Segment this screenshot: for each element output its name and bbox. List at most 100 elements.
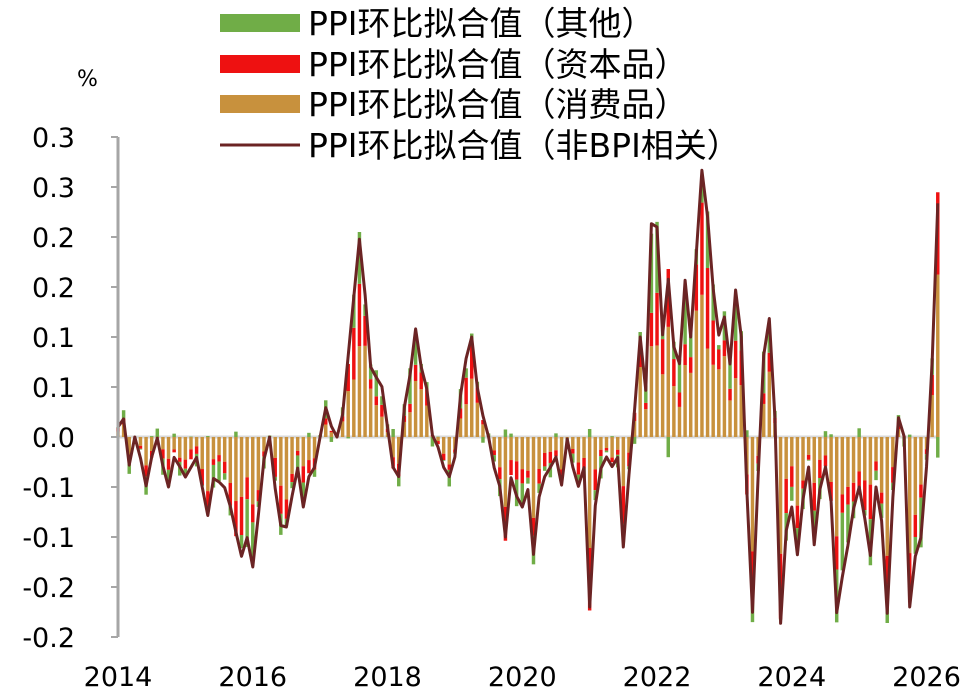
bar-other	[307, 432, 311, 437]
bar-capital	[234, 501, 238, 537]
bar-capital	[200, 469, 204, 486]
bar-consumer	[733, 378, 738, 437]
bar-other	[610, 436, 614, 437]
bar-capital	[183, 459, 188, 469]
bar-consumer	[767, 371, 772, 437]
bar-capital	[885, 555, 889, 585]
y-tick-label: -0.1	[22, 473, 75, 504]
bar-consumer	[891, 437, 895, 468]
legend-swatch-capital	[220, 55, 300, 73]
bar-other	[644, 385, 648, 403]
bar-consumer	[823, 437, 828, 456]
bar-capital	[211, 459, 216, 465]
bar-other	[840, 512, 845, 571]
bar-consumer	[352, 379, 356, 437]
bar-capital	[829, 481, 833, 501]
bar-other	[711, 284, 715, 321]
bar-capital	[408, 403, 412, 413]
bar-consumer	[778, 437, 783, 554]
bar-consumer	[464, 404, 468, 437]
bar-capital	[582, 457, 586, 469]
bar-consumer	[537, 437, 541, 470]
bar-other	[728, 359, 732, 389]
bar-consumer	[784, 437, 788, 479]
bar-capital	[688, 357, 693, 373]
bar-series	[116, 180, 940, 623]
bar-capital	[178, 457, 182, 462]
bar-other	[217, 461, 221, 481]
bar-capital	[638, 347, 642, 368]
bar-consumer	[509, 437, 513, 461]
bar-consumer	[329, 432, 334, 437]
y-tick-label: 0.2	[32, 273, 75, 304]
bar-consumer	[571, 437, 575, 450]
bar-other	[806, 459, 811, 461]
bar-other	[211, 464, 216, 488]
bar-capital	[790, 466, 794, 487]
bar-consumer	[818, 437, 822, 460]
bar-capital	[761, 393, 766, 404]
bar-consumer	[211, 437, 216, 460]
bar-other	[576, 474, 581, 481]
bar-consumer	[615, 437, 620, 450]
bar-consumer	[627, 437, 631, 453]
bar-other	[554, 433, 558, 437]
bar-consumer	[907, 437, 912, 554]
bar-other	[649, 233, 654, 313]
bar-consumer	[357, 346, 362, 437]
bar-capital	[161, 449, 165, 459]
bar-capital	[436, 441, 440, 445]
bar-other	[290, 482, 294, 489]
bar-consumer	[750, 437, 755, 552]
x-tick-label: 2026	[892, 662, 961, 693]
bar-capital	[554, 450, 558, 457]
bar-consumer	[408, 412, 412, 437]
y-tick-label: 0.1	[32, 373, 75, 404]
bar-consumer	[520, 437, 525, 470]
bar-capital	[728, 388, 732, 401]
bar-consumer	[262, 437, 266, 452]
bar-consumer	[492, 437, 496, 451]
bar-consumer	[655, 345, 659, 437]
bar-capital	[251, 504, 255, 523]
line-series	[116, 168, 940, 625]
y-tick-label: 0.2	[32, 223, 75, 254]
bar-capital	[329, 430, 334, 433]
axes	[111, 136, 120, 638]
bar-capital	[363, 315, 367, 346]
bar-capital	[599, 449, 603, 457]
bar-other	[666, 437, 670, 458]
bar-consumer	[380, 416, 384, 437]
bar-consumer	[587, 437, 592, 548]
bar-consumer	[531, 437, 536, 518]
bar-consumer	[189, 437, 193, 450]
y-tick-label: 0.1	[32, 323, 75, 354]
bar-consumer	[458, 418, 463, 437]
bar-capital	[851, 482, 856, 502]
bar-consumer	[543, 437, 547, 453]
bar-consumer	[346, 391, 350, 437]
bar-capital	[621, 486, 626, 524]
bar-capital	[913, 514, 918, 537]
bar-consumer	[913, 437, 918, 515]
bar-consumer	[672, 386, 676, 437]
bar-capital	[368, 379, 373, 389]
bar-consumer	[340, 421, 345, 437]
bar-capital	[705, 268, 710, 349]
bar-consumer	[413, 380, 418, 437]
bar-consumer	[251, 437, 255, 505]
bar-capital	[138, 445, 143, 449]
bar-capital	[514, 461, 519, 480]
x-tick-label: 2024	[757, 662, 826, 693]
bar-capital	[812, 482, 816, 511]
bar-consumer	[688, 372, 693, 437]
bar-consumer	[222, 437, 227, 462]
bar-other	[543, 466, 547, 471]
bar-capital	[206, 491, 210, 509]
bar-consumer	[290, 437, 294, 474]
bar-capital	[879, 492, 884, 504]
bar-capital	[144, 465, 148, 477]
legend: PPI环比拟合值（其他） PPI环比拟合值（资本品） PPI环比拟合值（消费品）…	[220, 4, 740, 165]
bar-consumer	[582, 437, 586, 458]
bar-consumer	[284, 437, 289, 500]
